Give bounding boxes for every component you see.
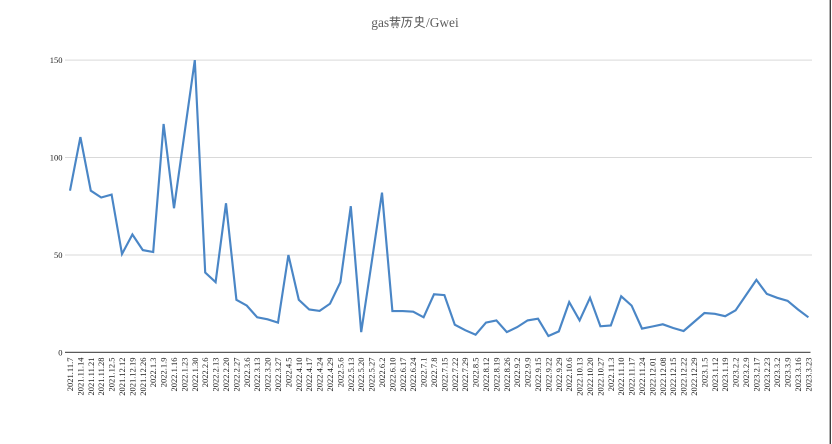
svg-text:2022.7.8: 2022.7.8	[429, 358, 439, 388]
svg-text:2022.8.5: 2022.8.5	[471, 358, 481, 388]
svg-text:2023.3.23: 2023.3.23	[803, 358, 813, 392]
svg-text:2022.5.27: 2022.5.27	[367, 358, 377, 392]
svg-text:/Gwei: /Gwei	[426, 15, 459, 30]
svg-text:2022.2.6: 2022.2.6	[200, 358, 210, 388]
svg-text:2022.10.27: 2022.10.27	[595, 358, 605, 396]
svg-text:2022.7.1: 2022.7.1	[419, 358, 429, 388]
svg-text:2021.11.14: 2021.11.14	[75, 357, 85, 396]
svg-text:2022.11.3: 2022.11.3	[606, 358, 616, 392]
svg-text:2022.8.26: 2022.8.26	[502, 358, 512, 392]
svg-text:2022.9.22: 2022.9.22	[543, 358, 553, 392]
svg-text:2022.3.13: 2022.3.13	[252, 358, 262, 392]
svg-text:2022.11.24: 2022.11.24	[637, 357, 647, 396]
svg-text:2022.12.01: 2022.12.01	[647, 358, 657, 396]
svg-text:2022.3.6: 2022.3.6	[242, 358, 252, 388]
svg-text:2023.1.19: 2023.1.19	[720, 358, 730, 392]
svg-text:2022.3.27: 2022.3.27	[273, 358, 283, 392]
svg-text:2022.9.15: 2022.9.15	[533, 358, 543, 392]
svg-text:2021.12.19: 2021.12.19	[127, 358, 137, 396]
svg-text:2022.1.23: 2022.1.23	[179, 358, 189, 392]
svg-text:2022.11.10: 2022.11.10	[616, 358, 626, 396]
svg-text:2022.6.17: 2022.6.17	[398, 358, 408, 392]
svg-text:2022.9.2: 2022.9.2	[512, 358, 522, 388]
svg-text:2023.2.2: 2023.2.2	[731, 358, 741, 388]
svg-text:2023.3.16: 2023.3.16	[793, 358, 803, 392]
svg-text:2022.9.9: 2022.9.9	[523, 358, 533, 388]
svg-text:50: 50	[54, 250, 63, 260]
svg-text:2021.11.7: 2021.11.7	[65, 358, 75, 392]
svg-text:2023.2.9: 2023.2.9	[741, 358, 751, 388]
svg-text:2022.2.13: 2022.2.13	[211, 358, 221, 392]
svg-text:2022.5.13: 2022.5.13	[346, 358, 356, 392]
svg-text:2022.8.12: 2022.8.12	[481, 358, 491, 392]
svg-text:2021.12.26: 2021.12.26	[138, 358, 148, 396]
svg-text:2022.7.22: 2022.7.22	[450, 358, 460, 392]
svg-text:2023.3.9: 2023.3.9	[783, 358, 793, 388]
svg-text:2022.3.20: 2022.3.20	[263, 358, 273, 392]
svg-text:2023.2.17: 2023.2.17	[751, 358, 761, 392]
svg-text:2022.10.13: 2022.10.13	[575, 358, 585, 396]
svg-text:2022.5.20: 2022.5.20	[356, 358, 366, 392]
svg-text:2022.1.3: 2022.1.3	[148, 358, 158, 388]
svg-text:2022.1.16: 2022.1.16	[169, 358, 179, 392]
svg-text:2021.12.12: 2021.12.12	[117, 358, 127, 396]
svg-text:2022.9.29: 2022.9.29	[554, 358, 564, 392]
svg-text:2022.10.20: 2022.10.20	[585, 358, 595, 396]
svg-text:2021.11.21: 2021.11.21	[86, 358, 96, 396]
svg-text:2022.10.6: 2022.10.6	[564, 358, 574, 392]
svg-text:2022.8.19: 2022.8.19	[491, 358, 501, 392]
svg-text:2022.12.15: 2022.12.15	[668, 358, 678, 396]
svg-text:2023.1.5: 2023.1.5	[699, 358, 709, 388]
svg-text:100: 100	[50, 153, 63, 163]
svg-text:150: 150	[50, 55, 63, 65]
svg-text:0: 0	[58, 347, 62, 357]
svg-text:2022.12.08: 2022.12.08	[658, 358, 668, 396]
svg-text:2022.4.17: 2022.4.17	[304, 358, 314, 392]
svg-text:2022.11.17: 2022.11.17	[627, 358, 637, 396]
svg-text:2022.2.27: 2022.2.27	[231, 358, 241, 392]
svg-text:2022.5.6: 2022.5.6	[335, 358, 345, 388]
svg-text:2023.1.12: 2023.1.12	[710, 358, 720, 392]
svg-text:2022.6.10: 2022.6.10	[387, 358, 397, 392]
svg-text:2022.12.22: 2022.12.22	[679, 358, 689, 396]
svg-text:2022.6.24: 2022.6.24	[408, 357, 418, 392]
svg-text:2022.4.29: 2022.4.29	[325, 358, 335, 392]
svg-text:2022.1.9: 2022.1.9	[159, 358, 169, 388]
svg-text:2022.6.2: 2022.6.2	[377, 358, 387, 388]
svg-text:2022.7.29: 2022.7.29	[460, 358, 470, 392]
svg-text:2023.3.2: 2023.3.2	[772, 358, 782, 388]
svg-text:2022.2.20: 2022.2.20	[221, 358, 231, 392]
svg-text:gas: gas	[371, 15, 389, 30]
svg-text:2022.12.29: 2022.12.29	[689, 358, 699, 396]
svg-text:2022.7.15: 2022.7.15	[439, 358, 449, 392]
svg-text:2021.11.28: 2021.11.28	[96, 358, 106, 396]
svg-text:2022.4.10: 2022.4.10	[294, 358, 304, 392]
svg-text:2022.4.24: 2022.4.24	[315, 357, 325, 392]
svg-text:2022.4.5: 2022.4.5	[283, 358, 293, 388]
svg-text:2023.2.23: 2023.2.23	[762, 358, 772, 392]
svg-text:2021.12.5: 2021.12.5	[107, 358, 117, 392]
svg-text:2022.1.30: 2022.1.30	[190, 358, 200, 392]
